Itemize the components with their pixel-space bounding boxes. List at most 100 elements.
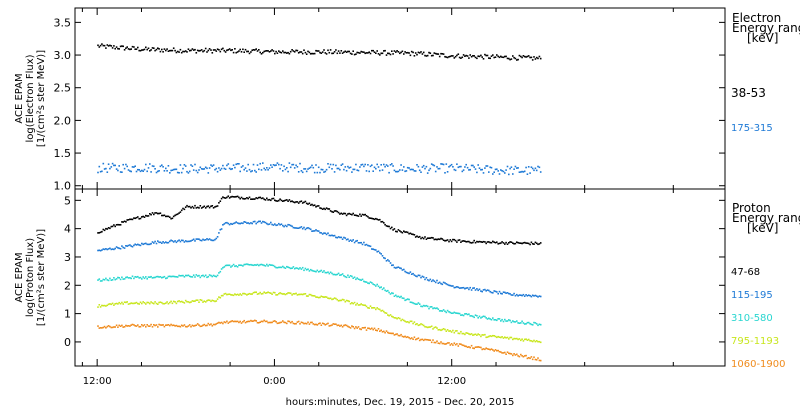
data-point — [485, 347, 487, 349]
data-point — [159, 50, 162, 53]
data-point — [254, 169, 256, 172]
data-point — [163, 214, 166, 217]
data-point — [180, 171, 183, 174]
data-point — [349, 275, 352, 277]
data-point — [371, 282, 373, 284]
data-point — [470, 164, 473, 167]
data-point — [238, 163, 240, 165]
data-point — [452, 285, 454, 287]
data-point — [248, 196, 251, 199]
data-point — [147, 167, 150, 169]
data-point — [130, 277, 132, 280]
data-point — [151, 326, 154, 328]
data-point — [283, 266, 285, 269]
data-point — [248, 52, 251, 55]
data-point — [172, 241, 175, 243]
data-point — [293, 51, 296, 53]
data-point — [119, 325, 122, 327]
data-point — [206, 276, 208, 279]
data-point — [183, 324, 186, 326]
data-point — [319, 322, 321, 324]
data-point — [263, 291, 265, 293]
data-point — [388, 291, 390, 294]
data-point — [458, 332, 461, 335]
data-point — [496, 319, 498, 322]
data-point — [242, 197, 244, 200]
data-point — [480, 290, 482, 292]
data-point — [300, 321, 303, 324]
data-point — [389, 53, 392, 56]
data-point — [119, 302, 122, 305]
data-point — [325, 296, 328, 298]
data-point — [343, 51, 345, 53]
data-point — [379, 169, 381, 172]
data-point — [158, 170, 160, 172]
data-point — [210, 323, 212, 325]
data-point — [258, 196, 260, 199]
data-point — [460, 57, 462, 59]
data-point — [297, 171, 300, 173]
data-point — [226, 320, 228, 323]
data-point — [363, 214, 365, 216]
data-point — [412, 233, 414, 236]
data-point — [98, 232, 101, 234]
data-point — [450, 312, 453, 314]
data-point — [179, 164, 182, 166]
data-point — [256, 293, 259, 295]
data-point — [458, 239, 461, 241]
data-point — [505, 169, 507, 171]
data-point — [476, 57, 478, 60]
data-point — [512, 338, 514, 341]
data-point — [375, 167, 377, 170]
data-point — [172, 300, 175, 303]
data-point — [426, 326, 429, 329]
data-point — [349, 239, 352, 241]
data-point — [239, 264, 241, 266]
data-point — [456, 54, 458, 57]
data-point — [469, 168, 471, 171]
data-point — [327, 271, 329, 273]
data-point — [305, 227, 308, 230]
data-point — [414, 323, 417, 326]
data-point — [328, 208, 331, 210]
data-point — [111, 302, 114, 305]
data-point — [134, 48, 136, 50]
data-point — [111, 162, 114, 165]
data-point — [437, 329, 440, 331]
data-point — [353, 301, 356, 304]
data-point — [452, 166, 454, 168]
data-point — [184, 165, 187, 167]
x-axis-label: hours:minutes, Dec. 19, 2015 - Dec. 20, … — [286, 397, 515, 408]
data-point — [531, 358, 534, 361]
data-point — [316, 230, 319, 232]
data-point — [364, 326, 366, 329]
data-point — [110, 303, 113, 306]
data-point — [97, 232, 99, 234]
data-point — [320, 232, 323, 234]
data-point — [397, 295, 400, 298]
data-point — [387, 165, 389, 167]
data-point — [509, 167, 511, 170]
data-point — [429, 306, 432, 308]
data-point — [227, 264, 230, 267]
data-point — [176, 171, 179, 174]
data-point — [198, 238, 200, 240]
data-point — [223, 49, 226, 52]
data-point — [139, 244, 142, 247]
data-point — [454, 169, 457, 172]
data-point — [292, 201, 295, 203]
data-point — [488, 241, 490, 243]
data-point — [223, 266, 226, 268]
data-point — [278, 266, 280, 269]
data-point — [462, 240, 465, 242]
data-point — [372, 218, 374, 220]
data-point — [317, 205, 320, 207]
data-point — [274, 223, 276, 225]
data-point — [212, 164, 215, 166]
data-point — [180, 274, 183, 277]
data-point — [266, 320, 268, 323]
data-point — [444, 55, 446, 58]
data-point — [461, 314, 464, 316]
data-point — [131, 275, 134, 278]
data-point — [319, 207, 321, 209]
